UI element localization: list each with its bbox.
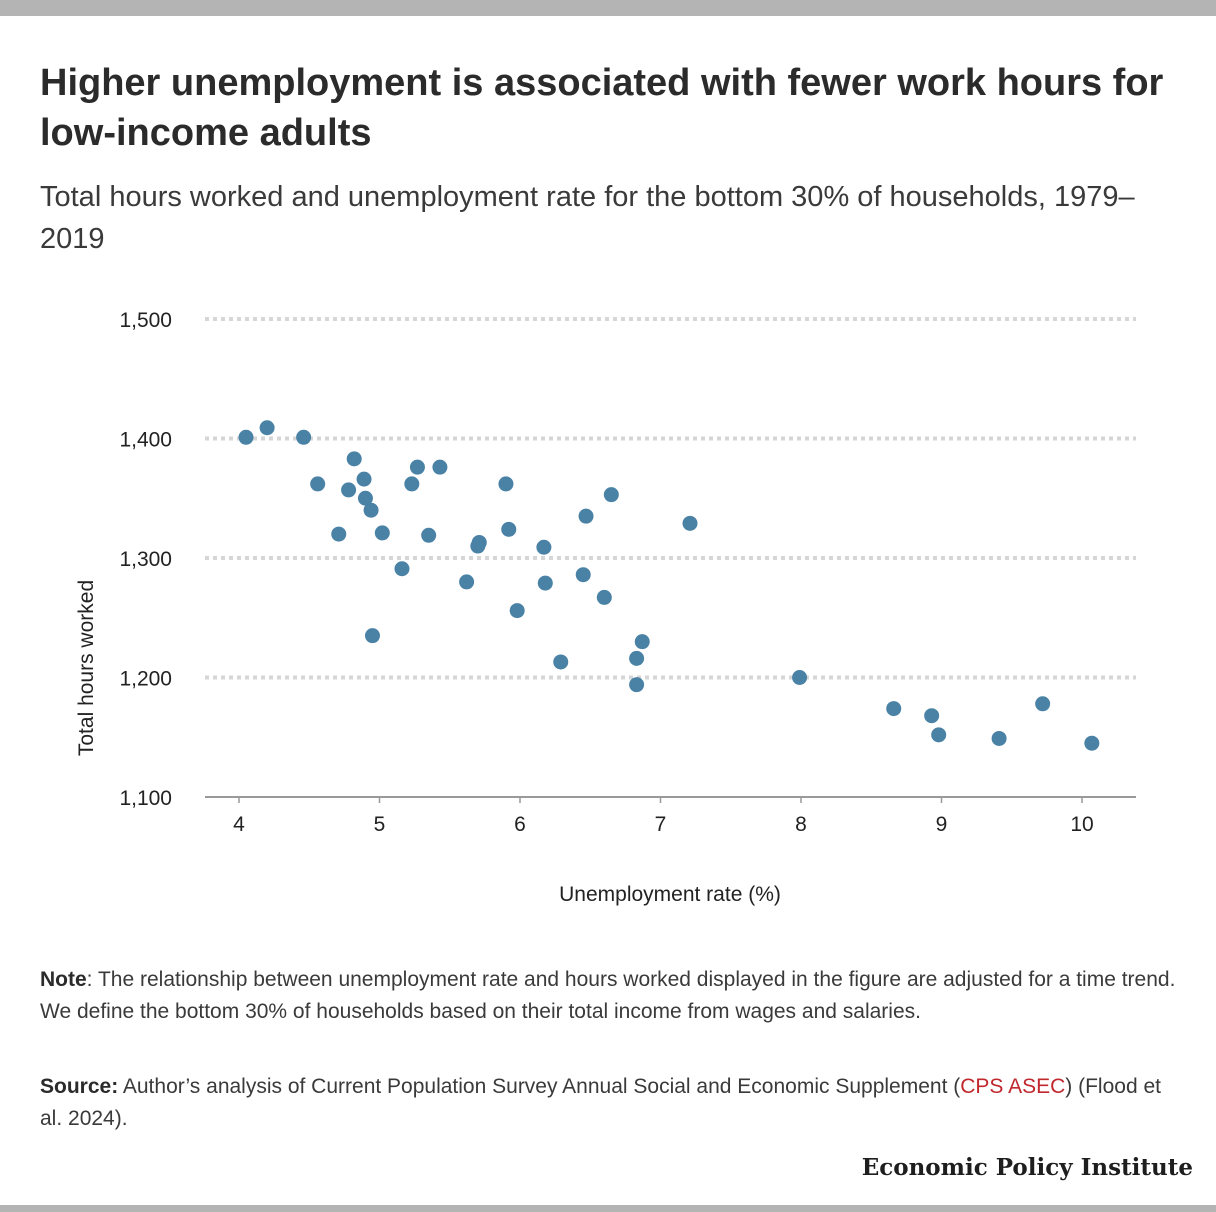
data-point bbox=[536, 539, 552, 555]
y-axis-label: Total hours worked bbox=[75, 580, 98, 756]
data-point bbox=[404, 476, 420, 492]
note-text: : The relationship between unemployment … bbox=[40, 968, 1176, 1023]
data-point bbox=[363, 502, 379, 518]
data-point bbox=[498, 476, 514, 492]
data-point bbox=[364, 628, 380, 644]
epi-logo: Economic Policy Institute bbox=[861, 1154, 1193, 1181]
data-point bbox=[356, 471, 372, 487]
data-point bbox=[1084, 735, 1100, 751]
source-label: Source: bbox=[40, 1075, 119, 1098]
data-point bbox=[629, 677, 645, 693]
data-point bbox=[553, 654, 569, 670]
y-tick-label: 1,100 bbox=[119, 787, 172, 810]
y-tick-label: 1,400 bbox=[119, 429, 172, 452]
data-point bbox=[575, 567, 591, 583]
source-link-cps-asec[interactable]: CPS ASEC bbox=[960, 1075, 1066, 1098]
x-axis: 4 5 6 7 8 9 10 bbox=[205, 796, 1136, 836]
data-point bbox=[537, 575, 553, 591]
data-point bbox=[634, 634, 650, 650]
data-point bbox=[603, 487, 619, 503]
chart-title: Higher unemployment is associated with f… bbox=[40, 62, 1164, 154]
x-tick-label: 6 bbox=[514, 813, 526, 836]
data-point bbox=[238, 429, 254, 445]
data-point bbox=[578, 508, 594, 524]
data-point bbox=[346, 451, 362, 467]
data-point bbox=[629, 650, 645, 666]
data-point bbox=[792, 670, 808, 685]
data-points bbox=[238, 420, 1100, 751]
data-point bbox=[682, 515, 698, 531]
data-point bbox=[931, 727, 947, 743]
data-point bbox=[432, 459, 448, 475]
source-text-after: ) (Flood et al. 2024). bbox=[40, 1075, 1161, 1130]
data-point bbox=[924, 708, 940, 724]
data-point bbox=[501, 521, 517, 537]
chart-note: Note: The relationship between unemploym… bbox=[40, 964, 1180, 1028]
source-text-before: Author’s analysis of Current Population … bbox=[118, 1075, 961, 1098]
x-tick-label: 4 bbox=[233, 813, 245, 836]
data-point bbox=[259, 420, 275, 436]
y-axis-ticks: 1,100 1,200 1,300 1,400 1,500 bbox=[119, 309, 172, 810]
data-point bbox=[296, 429, 312, 445]
x-tick-label: 9 bbox=[936, 813, 948, 836]
data-point bbox=[1035, 696, 1051, 712]
data-point bbox=[991, 730, 1007, 746]
data-point bbox=[421, 527, 437, 543]
note-label: Note bbox=[40, 968, 87, 991]
bottom-border bbox=[0, 1205, 1216, 1212]
x-tick-label: 8 bbox=[795, 813, 807, 836]
data-point bbox=[357, 490, 373, 506]
data-point bbox=[310, 476, 326, 492]
data-point bbox=[459, 574, 475, 590]
x-tick-label: 10 bbox=[1070, 813, 1093, 836]
data-point bbox=[471, 534, 487, 550]
data-point bbox=[509, 603, 525, 619]
data-point bbox=[341, 482, 357, 498]
data-point bbox=[886, 701, 902, 717]
data-point bbox=[374, 525, 390, 541]
x-tick-label: 5 bbox=[374, 813, 386, 836]
data-point bbox=[394, 561, 410, 577]
y-tick-label: 1,500 bbox=[119, 309, 172, 332]
chart-source: Source: Author’s analysis of Current Pop… bbox=[40, 1071, 1180, 1135]
scatter-chart: 1,100 1,200 1,300 1,400 1,500 4 5 6 7 8 9 10 Total… bbox=[75, 309, 1136, 906]
data-point bbox=[409, 459, 425, 475]
data-point bbox=[331, 526, 347, 542]
data-point bbox=[596, 589, 612, 605]
x-tick-label: 7 bbox=[655, 813, 667, 836]
chart-subtitle: Total hours worked and unemployment rate… bbox=[40, 181, 1135, 255]
y-tick-label: 1,200 bbox=[119, 668, 172, 691]
top-border bbox=[0, 0, 1216, 16]
x-axis-label: Unemployment rate (%) bbox=[559, 883, 781, 906]
y-tick-label: 1,300 bbox=[119, 548, 172, 571]
gridlines bbox=[205, 317, 1136, 680]
